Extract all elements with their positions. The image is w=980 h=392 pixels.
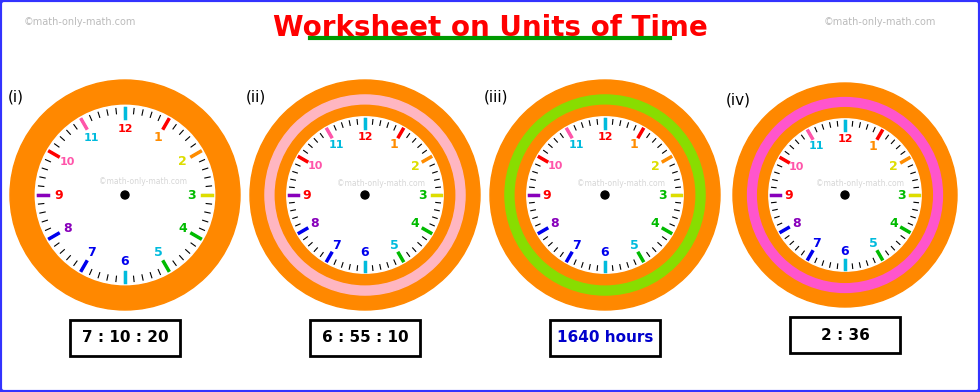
- Circle shape: [841, 191, 849, 199]
- Circle shape: [490, 80, 720, 310]
- Text: 3: 3: [897, 189, 906, 201]
- Text: 5: 5: [629, 239, 638, 252]
- Text: 10: 10: [60, 157, 75, 167]
- Text: 1: 1: [869, 140, 877, 153]
- Bar: [550, 320, 660, 356]
- Text: Worksheet on Units of Time: Worksheet on Units of Time: [272, 14, 708, 42]
- Text: 4: 4: [890, 217, 899, 230]
- Text: 9: 9: [784, 189, 793, 201]
- Circle shape: [758, 108, 932, 282]
- Text: 11: 11: [84, 132, 100, 143]
- Text: 10: 10: [789, 162, 804, 172]
- Circle shape: [361, 191, 369, 199]
- Text: 2: 2: [890, 160, 899, 173]
- Circle shape: [35, 105, 215, 285]
- Text: 11: 11: [809, 141, 824, 151]
- Circle shape: [121, 191, 129, 199]
- Text: ©math-only-math.com: ©math-only-math.com: [99, 177, 187, 186]
- Text: 4: 4: [651, 218, 660, 230]
- Text: 8: 8: [311, 218, 319, 230]
- Text: 3: 3: [659, 189, 667, 201]
- Text: ©math-only-math.com: ©math-only-math.com: [816, 179, 905, 188]
- Text: 10: 10: [307, 161, 322, 171]
- Text: 9: 9: [54, 189, 63, 201]
- Circle shape: [748, 98, 943, 292]
- Text: 9: 9: [303, 189, 312, 201]
- Text: 3: 3: [187, 189, 196, 201]
- Circle shape: [275, 105, 455, 285]
- Text: 5: 5: [869, 237, 877, 250]
- Text: 7: 7: [812, 237, 821, 250]
- Text: (iv): (iv): [726, 92, 751, 107]
- Text: 10: 10: [547, 161, 563, 171]
- Text: 1: 1: [629, 138, 638, 151]
- Text: (ii): (ii): [246, 90, 266, 105]
- Text: 3: 3: [418, 189, 427, 201]
- Circle shape: [287, 117, 443, 273]
- Circle shape: [515, 105, 695, 285]
- Text: (i): (i): [8, 90, 24, 105]
- Text: 6: 6: [121, 255, 129, 268]
- Text: ©math-only-math.com: ©math-only-math.com: [24, 17, 136, 27]
- Text: 7 : 10 : 20: 7 : 10 : 20: [81, 330, 169, 345]
- Bar: [310, 320, 420, 356]
- Text: 8: 8: [792, 217, 801, 230]
- Text: 2: 2: [178, 155, 187, 168]
- Text: 6: 6: [601, 246, 610, 260]
- Circle shape: [601, 191, 609, 199]
- Text: 4: 4: [178, 222, 187, 235]
- Text: 6 : 55 : 10: 6 : 55 : 10: [321, 330, 409, 345]
- Circle shape: [733, 83, 957, 307]
- Text: 7: 7: [571, 239, 580, 252]
- Text: ©math-only-math.com: ©math-only-math.com: [337, 179, 424, 188]
- Circle shape: [10, 80, 240, 310]
- Text: 6: 6: [361, 246, 369, 260]
- Text: 12: 12: [118, 123, 132, 134]
- Text: 9: 9: [543, 189, 552, 201]
- Text: 2: 2: [651, 160, 660, 172]
- Text: 1: 1: [154, 131, 163, 144]
- Text: 7: 7: [331, 239, 340, 252]
- Text: 12: 12: [597, 132, 612, 142]
- Circle shape: [505, 95, 705, 295]
- Bar: [790, 317, 900, 353]
- Text: ©math-only-math.com: ©math-only-math.com: [824, 17, 936, 27]
- Text: 2: 2: [411, 160, 419, 172]
- Text: 1: 1: [390, 138, 398, 151]
- Text: 4: 4: [411, 218, 419, 230]
- Text: 7: 7: [87, 246, 96, 259]
- Text: 5: 5: [154, 246, 163, 259]
- Text: 11: 11: [328, 140, 344, 150]
- Text: (iii): (iii): [483, 90, 508, 105]
- Circle shape: [769, 119, 921, 271]
- Text: 12: 12: [837, 134, 853, 143]
- Text: 12: 12: [358, 132, 372, 142]
- Text: 2 : 36: 2 : 36: [820, 327, 869, 343]
- Text: 11: 11: [568, 140, 584, 150]
- Text: 8: 8: [63, 222, 72, 235]
- Text: 1640 hours: 1640 hours: [557, 330, 654, 345]
- Text: ©math-only-math.com: ©math-only-math.com: [576, 179, 664, 188]
- Text: 8: 8: [551, 218, 560, 230]
- Circle shape: [527, 117, 683, 273]
- Circle shape: [265, 95, 466, 295]
- Text: 6: 6: [841, 245, 850, 258]
- Text: 5: 5: [390, 239, 398, 252]
- Bar: [70, 320, 180, 356]
- Circle shape: [250, 80, 480, 310]
